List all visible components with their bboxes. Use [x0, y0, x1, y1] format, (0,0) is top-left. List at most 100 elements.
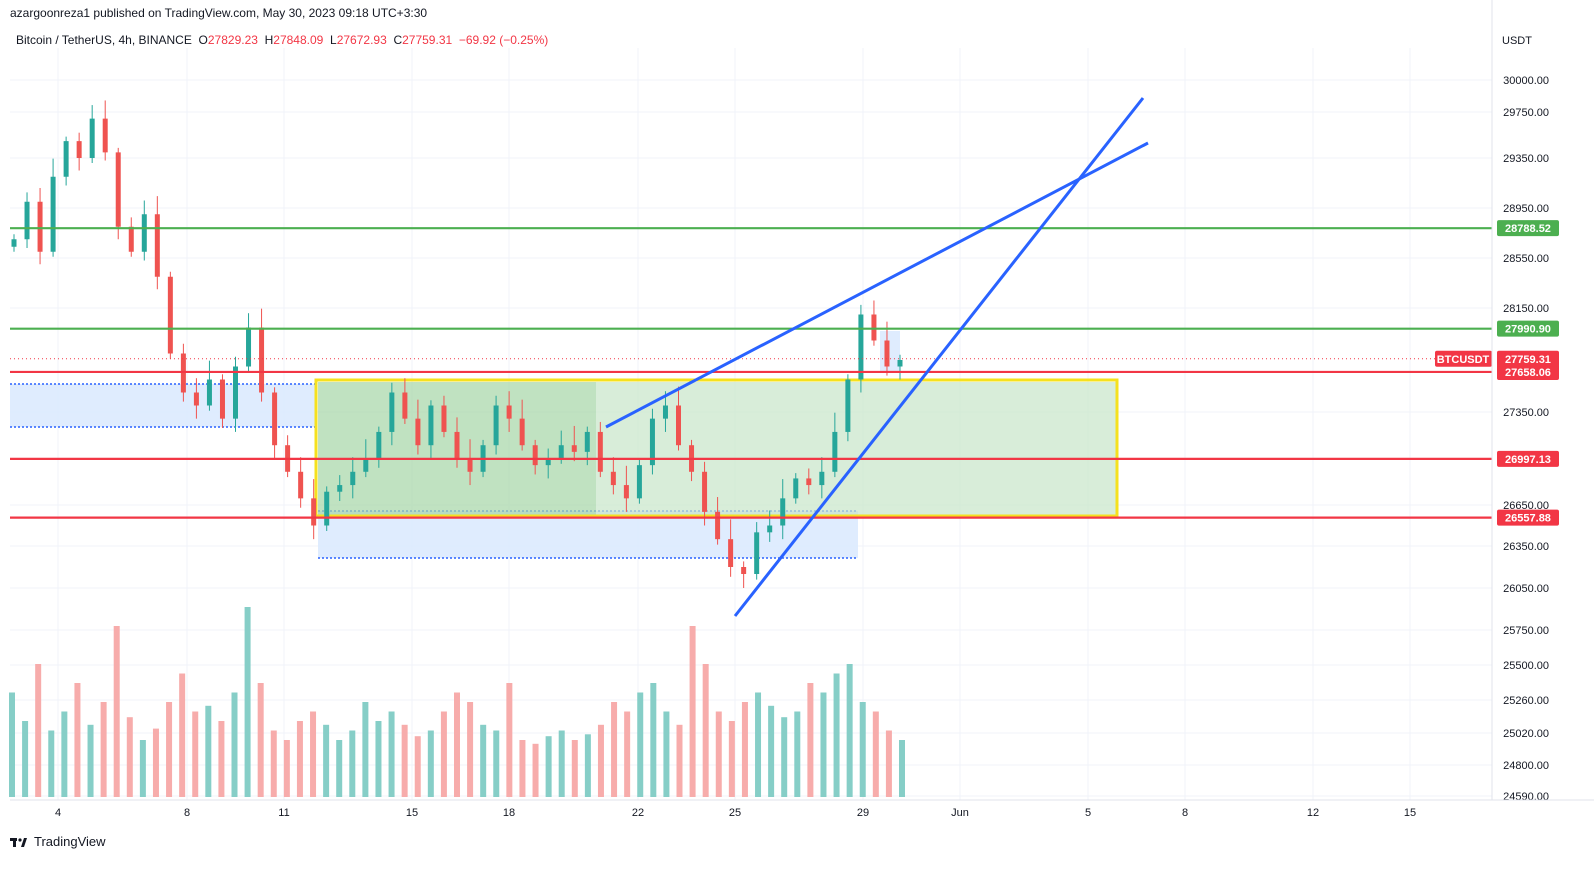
volume-bar: [74, 683, 81, 797]
candle-body: [832, 431, 838, 472]
candle-body: [649, 418, 655, 466]
price-axis: USDT 30000.00 29750.00 29350.00 28950.00 2855…: [1491, 0, 1549, 803]
volume-bar: [310, 711, 317, 797]
time-tick-label: 18: [503, 807, 515, 819]
close-label: C: [393, 33, 403, 47]
volume-bar: [179, 673, 186, 797]
change-value: −69.92 (−0.25%): [458, 33, 549, 47]
volume-bar: [283, 740, 290, 797]
price-tick-label: 24590.00: [1503, 791, 1549, 803]
volume-bar: [794, 711, 801, 797]
volume-bar: [702, 664, 709, 797]
candle-body: [545, 458, 551, 466]
level-price-label: 27658.06: [1505, 367, 1551, 379]
candle-body: [102, 118, 108, 153]
volume-bar: [820, 692, 827, 797]
candle-body: [519, 418, 525, 446]
volume-bar: [362, 702, 369, 797]
low-label: L: [330, 33, 337, 47]
volume-bar: [401, 724, 408, 797]
price-tick-label: 25260.00: [1503, 695, 1549, 707]
volume-bar: [126, 717, 133, 797]
time-tick-label: 11: [278, 807, 289, 819]
candle-body: [715, 511, 721, 540]
candle-body: [350, 471, 356, 486]
price-tick-label: 25500.00: [1503, 660, 1549, 672]
time-tick-label: 8: [184, 807, 190, 819]
volume-bar: [192, 711, 199, 797]
candle-body: [767, 525, 773, 533]
price-tick-label: 26350.00: [1503, 541, 1549, 553]
volume-bar: [624, 711, 631, 797]
candle-body: [728, 539, 734, 567]
volume-bar: [375, 721, 382, 797]
time-tick-label: 29: [857, 807, 869, 819]
volume-bar: [48, 730, 55, 797]
price-tick-label: 26050.00: [1503, 583, 1549, 595]
volume-bar: [61, 711, 68, 797]
candle-body: [24, 201, 30, 240]
publisher-line: azargoonreza1 published on TradingView.c…: [10, 6, 427, 20]
candle-body: [532, 445, 538, 466]
tradingview-brand: TradingView: [34, 834, 106, 849]
candle-body: [233, 366, 238, 419]
volume-bar: [715, 711, 722, 797]
volume-bar: [650, 683, 657, 797]
level-price-tag: [1497, 320, 1559, 337]
price-tick-label: 27350.00: [1503, 407, 1549, 419]
candle-body: [610, 471, 616, 486]
level-price-tag: [1497, 220, 1559, 237]
candle-body: [884, 340, 890, 367]
level-price-tag: [1497, 509, 1559, 526]
time-tick-label: 15: [1404, 807, 1416, 819]
symbol-name[interactable]: Bitcoin / TetherUS, 4h, BINANCE: [16, 33, 192, 47]
time-tick-label: 22: [632, 807, 644, 819]
candle-body: [389, 392, 395, 432]
time-tick-label: 12: [1307, 807, 1319, 819]
publisher-text: azargoonreza1 published on TradingView.c…: [10, 6, 428, 20]
candlestick-series: [11, 100, 903, 588]
volume-bar: [9, 692, 15, 797]
candle-body: [623, 485, 629, 499]
candle-body: [793, 478, 799, 499]
candle-body: [428, 405, 434, 446]
candle-body: [154, 214, 160, 277]
candle-body: [597, 431, 603, 472]
time-tick-label: Jun: [951, 807, 969, 819]
candle-body: [441, 405, 447, 432]
price-chart[interactable]: 28788.52 27990.90 27658.06 26997.13 26557.88…: [0, 0, 1594, 830]
volume-bar: [846, 664, 853, 797]
time-tick-label: 25: [729, 807, 741, 819]
volume-bar: [480, 724, 487, 797]
horizontal-levels: 28788.52 27990.90 27658.06 26997.13 26557.88…: [10, 220, 1559, 526]
candle-body: [128, 226, 134, 252]
volume-bar: [807, 683, 814, 797]
candle-body: [363, 458, 369, 472]
volume-bar: [139, 740, 146, 797]
close-value: 27759.31: [402, 33, 453, 47]
volume-bars: [9, 607, 905, 797]
volume-bar: [532, 743, 539, 797]
candle-body: [337, 485, 343, 492]
volume-bar: [336, 740, 343, 797]
last-price-label: 27759.31: [1505, 354, 1551, 366]
currency-label: USDT: [1502, 35, 1532, 47]
candle-body: [871, 314, 877, 341]
candle-body: [89, 118, 95, 158]
lower-trend-line: [733, 97, 1145, 617]
volume-bar: [584, 734, 591, 797]
candle-body: [636, 465, 642, 499]
candle-body: [376, 431, 382, 459]
volume-bar: [296, 721, 303, 797]
candle-body: [558, 445, 564, 459]
candle-body: [780, 498, 786, 526]
candle-body: [219, 379, 225, 419]
candle-body: [76, 141, 82, 158]
price-tick-label: 28150.00: [1503, 303, 1549, 315]
level-price-tag: [1497, 450, 1559, 467]
volume-bar: [663, 711, 670, 797]
volume-bar: [349, 730, 356, 797]
volume-bar: [768, 705, 775, 797]
volume-bar: [545, 736, 552, 797]
candle-body: [467, 458, 473, 472]
